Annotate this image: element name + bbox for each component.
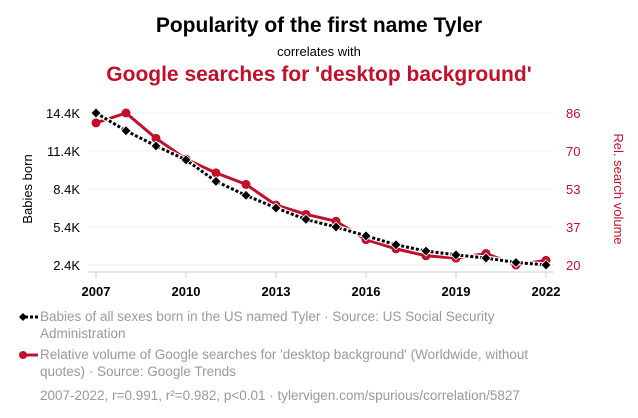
data-point-searches — [331, 216, 341, 226]
y-axis-label-left: Babies born — [20, 154, 35, 223]
data-point-babies — [180, 154, 192, 166]
data-point-babies — [330, 221, 342, 233]
legend-marker-diamond-icon — [19, 313, 38, 321]
data-point-babies — [150, 140, 162, 152]
chart-title: Popularity of the first name Tyler — [155, 14, 483, 37]
data-point-babies — [300, 213, 312, 225]
x-tick-label: 2013 — [262, 284, 291, 299]
chart-title-2: Google searches for 'desktop background' — [106, 63, 532, 86]
legend-marker-circle-icon — [19, 351, 38, 359]
legend-item-babies: Babies of all sexes born in the US named… — [18, 308, 538, 342]
y-tick-label-right: 70 — [566, 144, 580, 159]
data-point-babies — [510, 256, 522, 269]
data-point-babies — [120, 125, 132, 137]
y-tick-label-right: 53 — [566, 182, 580, 197]
legend-label-searches: Relative volume of Google searches for '… — [40, 347, 529, 379]
chart-subtitle: correlates with — [277, 44, 361, 59]
y-tick-label-right: 20 — [566, 258, 580, 273]
y-tick-label-left: 11.4K — [47, 144, 80, 159]
data-point-searches — [241, 179, 251, 189]
series-line-babies — [95, 111, 547, 267]
data-point-babies — [480, 252, 492, 264]
data-point-searches — [91, 118, 101, 128]
data-point-babies — [270, 202, 282, 214]
data-point-searches — [211, 168, 221, 178]
x-tick-label: 2022 — [532, 284, 561, 299]
data-point-searches — [121, 108, 131, 118]
data-point-babies — [90, 107, 102, 119]
y-tick-label-left: 5.4K — [53, 220, 80, 235]
x-tick-label: 2019 — [442, 284, 471, 299]
y-axis-label-right: Rel. search volume — [611, 133, 626, 244]
y-tick-label-left: 2.4K — [53, 258, 80, 273]
y-tick-label-right: 37 — [566, 220, 580, 235]
data-point-babies — [210, 175, 222, 187]
legend-label-babies: Babies of all sexes born in the US named… — [40, 309, 495, 341]
y-tick-label-right: 86 — [566, 106, 580, 121]
legend-item-searches: Relative volume of Google searches for '… — [18, 346, 538, 380]
chart-area: 14.4K 86 11.4K 70 8.4K 53 5.4K 37 2.4K 20 2007 2010… — [20, 106, 626, 299]
data-point-babies — [390, 239, 402, 251]
x-tick-label: 2016 — [352, 284, 381, 299]
data-point-babies — [360, 230, 372, 242]
data-point-babies — [450, 249, 462, 261]
data-point-babies — [540, 259, 552, 271]
x-tick-label: 2007 — [82, 284, 111, 299]
x-tick-label: 2010 — [172, 284, 201, 299]
data-point-babies — [240, 189, 252, 201]
data-point-babies — [420, 245, 432, 257]
y-tick-label-left: 14.4K — [46, 106, 80, 121]
chart-footer: 2007-2022, r=0.991, r²=0.982, p<0.01 · t… — [40, 388, 520, 403]
data-point-searches — [151, 133, 161, 143]
y-tick-label-left: 8.4K — [53, 182, 80, 197]
